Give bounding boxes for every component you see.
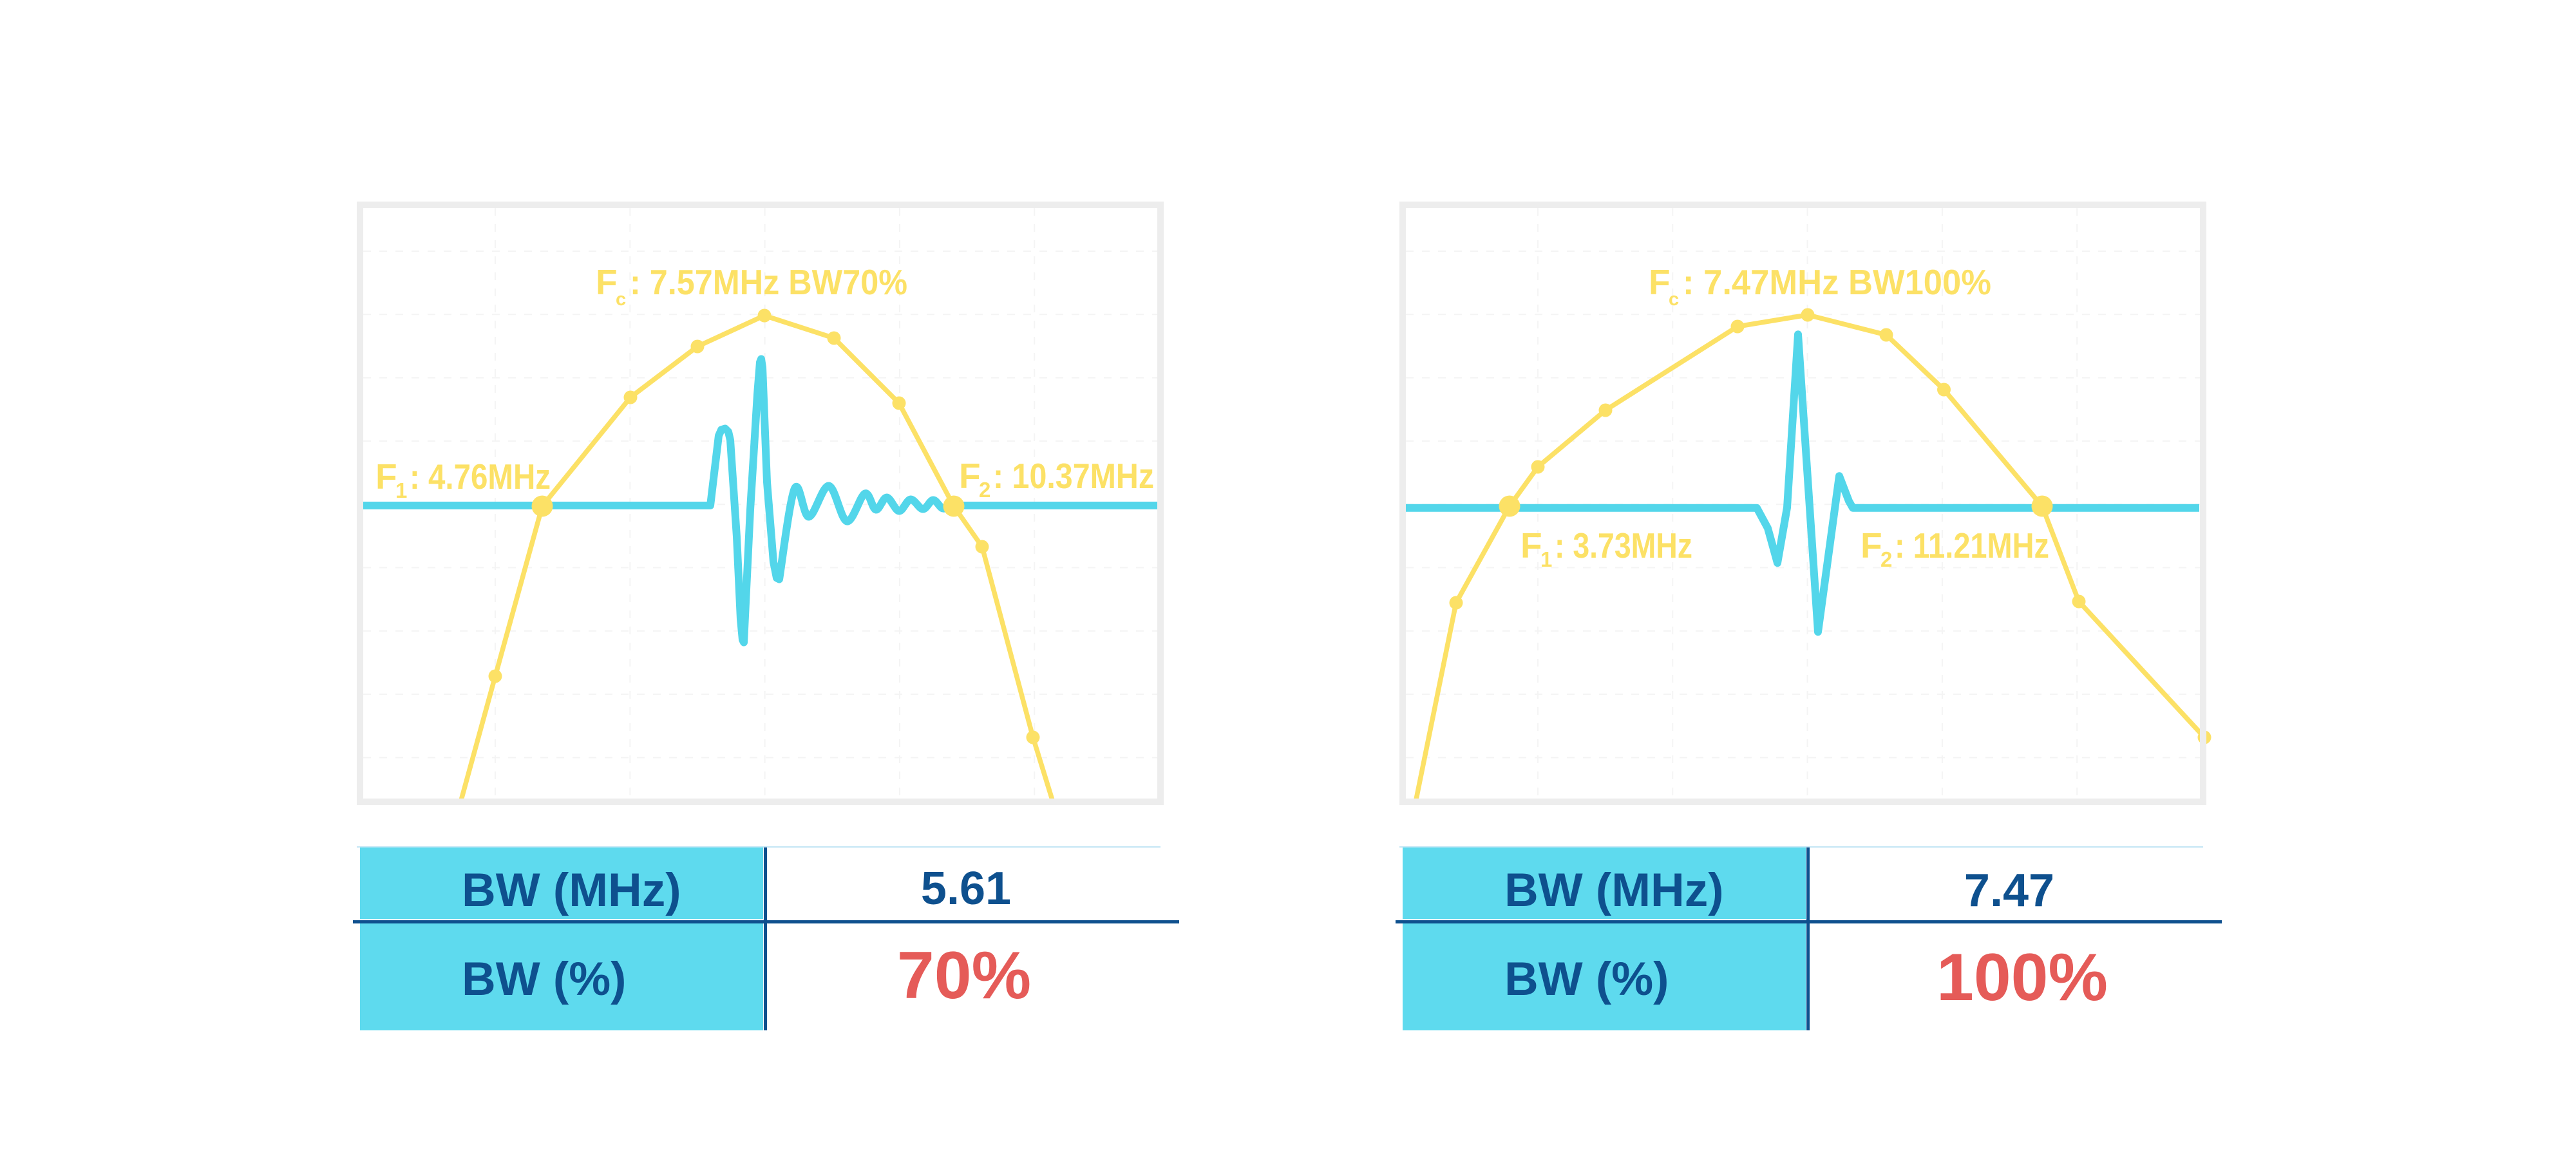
svg-text:2: 2 bbox=[1880, 547, 1892, 571]
svg-text:BW (MHz): BW (MHz) bbox=[462, 864, 681, 916]
svg-text:: 7.47MHz BW100%: : 7.47MHz BW100% bbox=[1683, 262, 1991, 302]
svg-text:F: F bbox=[1861, 525, 1882, 565]
svg-text:7.47: 7.47 bbox=[1964, 865, 2054, 916]
svg-text:2: 2 bbox=[979, 478, 990, 502]
svg-text:F: F bbox=[596, 262, 618, 302]
svg-text:: 3.73MHz: : 3.73MHz bbox=[1555, 525, 1692, 565]
svg-text:: 4.76MHz: : 4.76MHz bbox=[410, 457, 551, 497]
svg-text:F: F bbox=[375, 457, 397, 497]
svg-text:1: 1 bbox=[395, 478, 407, 502]
svg-text:: 10.37MHz: : 10.37MHz bbox=[993, 456, 1154, 496]
svg-text:1: 1 bbox=[1540, 547, 1552, 571]
svg-text:F: F bbox=[1649, 262, 1671, 302]
svg-text:BW (%): BW (%) bbox=[462, 953, 626, 1005]
svg-text:BW (MHz): BW (MHz) bbox=[1504, 864, 1724, 916]
svg-text:F: F bbox=[1520, 525, 1542, 565]
svg-text:F: F bbox=[959, 456, 981, 496]
svg-text:5.61: 5.61 bbox=[921, 863, 1011, 914]
svg-text:: 7.57MHz BW70%: : 7.57MHz BW70% bbox=[630, 262, 907, 302]
svg-text:BW (%): BW (%) bbox=[1504, 953, 1669, 1005]
svg-text:100%: 100% bbox=[1937, 940, 2108, 1015]
svg-text:c: c bbox=[1669, 289, 1679, 310]
svg-text:c: c bbox=[616, 289, 626, 310]
svg-text:70%: 70% bbox=[897, 938, 1031, 1013]
svg-text:: 11.21MHz: : 11.21MHz bbox=[1895, 525, 2049, 565]
